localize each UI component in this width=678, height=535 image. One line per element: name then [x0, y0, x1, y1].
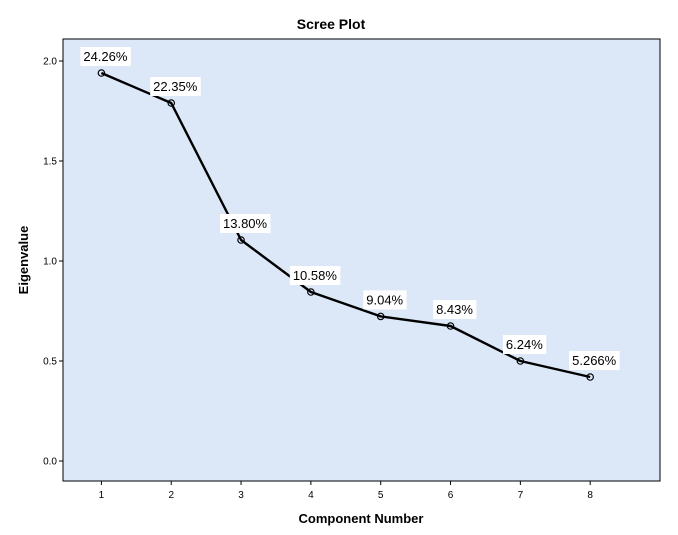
y-axis: 0.0 0.5 1.0 1.5 2.0	[43, 57, 63, 468]
data-point-marker	[307, 288, 315, 296]
data-label: 8.43%	[436, 302, 473, 317]
data-point-marker	[446, 322, 455, 330]
data-points	[97, 69, 594, 381]
data-point-marker	[167, 99, 176, 107]
y-tick-label: 2.0	[43, 57, 57, 68]
y-axis-title: Eigenvalue	[16, 226, 31, 295]
x-tick-label: 1	[99, 490, 105, 501]
data-label: 22.35%	[153, 79, 198, 94]
x-axis: 1 2 3 4 5 6 7 8	[99, 481, 593, 501]
data-point-marker	[516, 357, 525, 365]
data-label: 13.80%	[223, 216, 268, 231]
data-label-background	[150, 77, 201, 96]
plot-area	[62, 38, 661, 482]
data-label-background	[569, 351, 620, 370]
data-label: 9.04%	[366, 292, 403, 307]
data-label-background	[433, 300, 477, 319]
y-tick-label: 0.0	[43, 457, 57, 468]
data-label-background	[363, 290, 407, 310]
data-point-marker	[237, 236, 245, 244]
data-point-marker	[586, 373, 594, 381]
y-tick-label: 1.5	[43, 157, 57, 168]
y-tick-label: 0.5	[43, 357, 57, 368]
percent-labels: 24.26% 22.35% 13.80% 10.58% 9.04% 8.43% 6.24% 5…	[80, 47, 620, 370]
data-point-marker	[97, 69, 106, 77]
x-tick-label: 6	[448, 490, 454, 501]
chart-title: Scree Plot	[297, 16, 366, 32]
data-label: 6.24%	[506, 337, 543, 352]
data-label-background	[220, 214, 271, 233]
x-tick-label: 5	[378, 490, 384, 501]
x-tick-label: 7	[518, 490, 524, 501]
x-axis-title: Component Number	[299, 511, 424, 526]
data-label: 10.58%	[293, 268, 338, 283]
y-tick-label: 1.0	[43, 257, 57, 268]
x-tick-label: 2	[168, 490, 174, 501]
data-label: 24.26%	[83, 49, 128, 64]
x-tick-label: 8	[587, 490, 593, 501]
eigenvalue-series-line	[100, 71, 591, 379]
data-point-marker	[376, 312, 385, 321]
data-label: 5.266%	[572, 353, 617, 368]
x-tick-label: 4	[308, 490, 314, 501]
data-label-background	[80, 47, 131, 66]
data-label-background	[289, 266, 341, 285]
x-tick-label: 3	[238, 490, 244, 501]
data-label-background	[502, 335, 547, 354]
